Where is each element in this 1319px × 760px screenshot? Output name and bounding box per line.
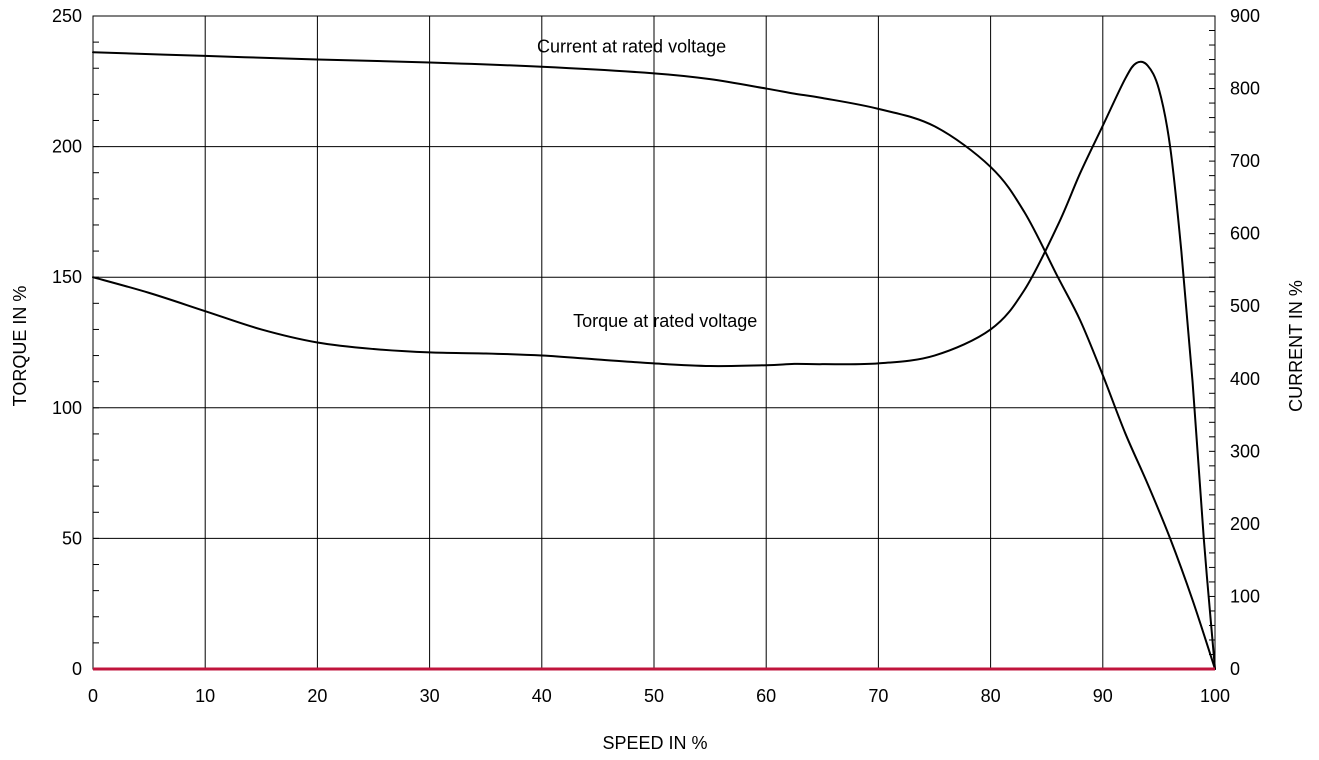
- x-tick-label: 80: [981, 686, 1001, 706]
- series-lines: [92, 51, 1216, 670]
- minor-ticks: [93, 15, 1215, 670]
- y2-tick-label: 900: [1230, 6, 1260, 26]
- x-tick-label: 0: [88, 686, 98, 706]
- x-tick-label: 10: [195, 686, 215, 706]
- series-line-current-at-rated-voltage: [92, 51, 1216, 670]
- y-tick-label: 150: [52, 267, 82, 287]
- x-axis-title: SPEED IN %: [602, 733, 707, 753]
- annotations: Current at rated voltage Torque at rated …: [537, 37, 757, 331]
- x-tick-label: 70: [868, 686, 888, 706]
- x-tick-label: 60: [756, 686, 776, 706]
- y-tick-label: 100: [52, 398, 82, 418]
- x-tick-label: 100: [1200, 686, 1230, 706]
- y-tick-labels: 0 50 100 150 200 250: [52, 6, 82, 679]
- x-tick-label: 30: [420, 686, 440, 706]
- y-tick-label: 200: [52, 137, 82, 157]
- y-tick-label: 0: [72, 659, 82, 679]
- series-line-torque-at-rated-voltage: [92, 60, 1216, 670]
- y2-tick-label: 600: [1230, 224, 1260, 244]
- y2-tick-label: 200: [1230, 514, 1260, 534]
- grid: [92, 15, 1216, 670]
- y2-tick-label: 100: [1230, 586, 1260, 606]
- x-tick-labels: 0 10 20 30 40 50 60 70 80 90 100: [88, 686, 1230, 706]
- x-tick-label: 90: [1093, 686, 1113, 706]
- series-annotation: Current at rated voltage: [537, 37, 726, 57]
- y2-tick-label: 500: [1230, 296, 1260, 316]
- y2-tick-label: 0: [1230, 659, 1240, 679]
- x-tick-label: 40: [532, 686, 552, 706]
- y2-tick-label: 700: [1230, 151, 1260, 171]
- y2-tick-labels: 0 100 200 300 400 500 600 700 800 900: [1230, 6, 1260, 679]
- y-axis-title: TORQUE IN %: [10, 286, 30, 407]
- y2-tick-label: 800: [1230, 79, 1260, 99]
- y-tick-label: 250: [52, 6, 82, 26]
- y2-tick-label: 400: [1230, 369, 1260, 389]
- y-tick-label: 50: [62, 528, 82, 548]
- x-tick-label: 50: [644, 686, 664, 706]
- y2-tick-label: 300: [1230, 441, 1260, 461]
- series-annotation: Torque at rated voltage: [573, 311, 757, 331]
- y2-axis-title: CURRENT IN %: [1286, 280, 1306, 412]
- x-tick-label: 20: [307, 686, 327, 706]
